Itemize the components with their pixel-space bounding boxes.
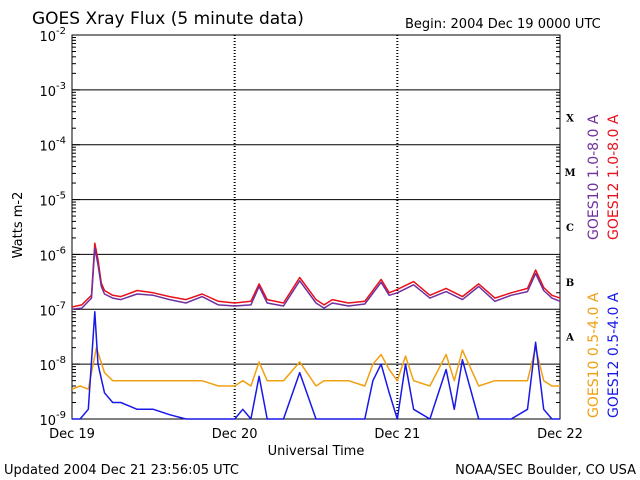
legend-entry: GOES12 1.0-8.0 A bbox=[606, 114, 622, 240]
updated-time: Updated 2004 Dec 21 23:56:05 UTC bbox=[4, 463, 239, 478]
chart-title: GOES Xray Flux (5 minute data) bbox=[32, 9, 304, 29]
y-axis-ticks: 10-2 10-3 10-4 10-5 10-6 10-7 10-8 10-9 bbox=[39, 26, 560, 429]
x-axis-label: Universal Time bbox=[268, 444, 365, 459]
legend-entry: GOES10 0.5-4.0 A bbox=[586, 292, 602, 418]
y-tick-label: 10-5 bbox=[39, 191, 66, 210]
x-tick-label: Dec 20 bbox=[212, 427, 258, 442]
x-tick-label: Dec 21 bbox=[374, 427, 420, 442]
flare-class-labels: X M C B A bbox=[564, 113, 575, 343]
y-tick-label: 10-9 bbox=[39, 410, 66, 429]
legend-entry: GOES12 0.5-4.0 A bbox=[606, 292, 622, 418]
begin-time: Begin: 2004 Dec 19 0000 UTC bbox=[405, 17, 601, 32]
plot-frame bbox=[71, 34, 561, 420]
credit: NOAA/SEC Boulder, CO USA bbox=[455, 463, 636, 478]
series-lines bbox=[71, 242, 561, 420]
x-tick-label: Dec 22 bbox=[537, 427, 583, 442]
grid bbox=[72, 35, 560, 419]
series-line bbox=[71, 247, 561, 311]
series-line bbox=[71, 242, 561, 308]
y-tick-label: 10-3 bbox=[39, 81, 66, 100]
series-line bbox=[72, 311, 560, 420]
x-tick-label: Dec 19 bbox=[49, 427, 95, 442]
y-tick-label: 10-2 bbox=[39, 26, 66, 45]
flare-class-label: X bbox=[566, 113, 574, 124]
flare-class-label: A bbox=[565, 333, 574, 344]
y-tick-label: 10-7 bbox=[39, 300, 66, 319]
x-axis-ticks: Dec 19 Dec 20 Dec 21 Dec 22 bbox=[49, 427, 583, 442]
flare-class-label: B bbox=[566, 278, 574, 289]
y-axis-label: Watts m-2 bbox=[11, 192, 26, 259]
series-line bbox=[71, 346, 560, 390]
flare-class-label: C bbox=[566, 223, 574, 234]
y-tick-label: 10-4 bbox=[39, 136, 66, 155]
flare-class-label: M bbox=[564, 168, 575, 179]
legend-entry: GOES10 1.0-8.0 A bbox=[586, 114, 602, 240]
y-tick-label: 10-6 bbox=[39, 245, 66, 264]
legend: GOES10 1.0-8.0 A GOES12 1.0-8.0 A GOES10 0… bbox=[586, 114, 622, 418]
y-tick-label: 10-8 bbox=[39, 355, 66, 374]
